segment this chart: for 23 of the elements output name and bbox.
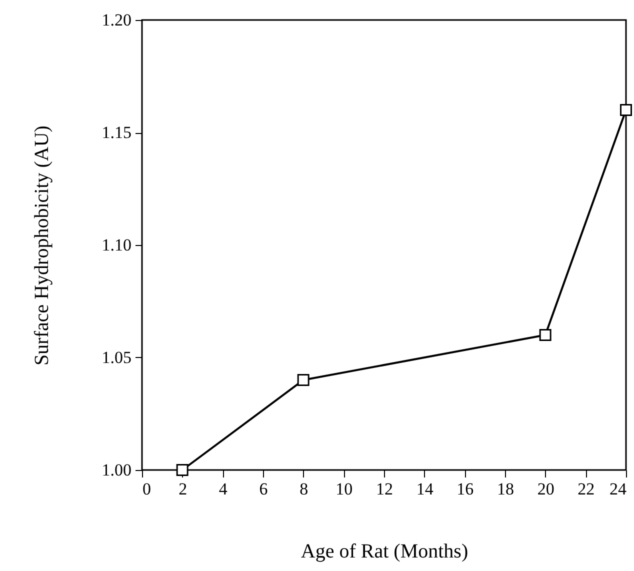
x-tick-label: 8: [300, 480, 308, 498]
point: [620, 104, 632, 116]
y-axis-title: Surface Hydrophobicity (AU): [30, 126, 53, 366]
point: [297, 374, 310, 386]
y-tick-label: 1.00: [102, 460, 132, 480]
x-tick-label: 6: [259, 480, 268, 498]
x-tick-label: 0: [142, 480, 151, 498]
y-tick-label: 1.05: [102, 348, 132, 367]
x-tick-label: 4: [218, 480, 228, 498]
x-tick-label: 10: [336, 480, 353, 498]
y-tick-label: 1.10: [102, 236, 132, 254]
x-tick-label: 16: [456, 480, 474, 498]
y-tick-label: 1.15: [102, 123, 132, 142]
y-tick-label: 1.20: [102, 10, 132, 30]
x-axis-title: Age of Rat (Months): [300, 540, 468, 562]
x-tick-label: 14: [416, 480, 434, 498]
x-tick-label: 18: [497, 480, 514, 498]
x-tick-label: 22: [578, 480, 595, 498]
x-tick-label: 12: [376, 480, 393, 498]
point: [539, 329, 552, 341]
x-tick-label: 24: [610, 480, 627, 498]
x-tick-label: 20: [537, 480, 554, 498]
x-tick-label: 2: [178, 480, 188, 498]
